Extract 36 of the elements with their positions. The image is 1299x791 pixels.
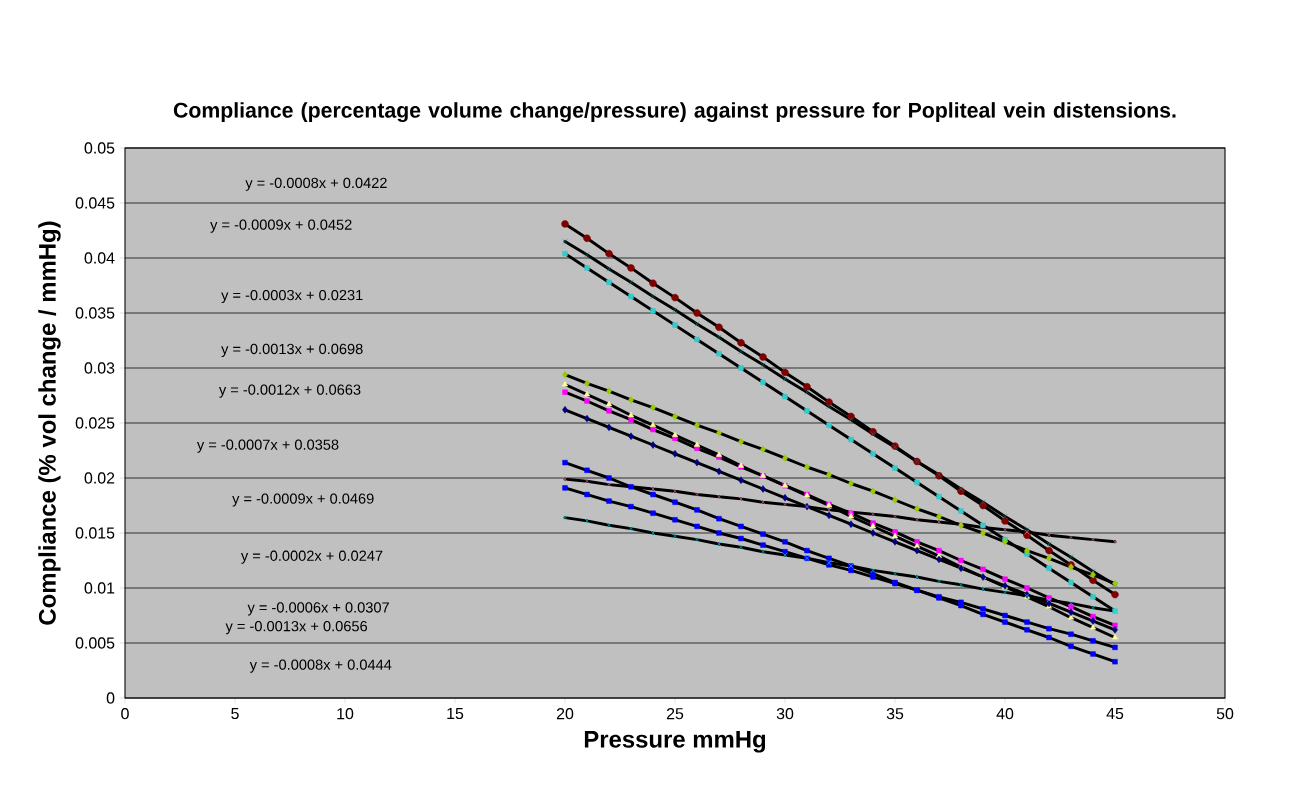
annotation: y = -0.0008x + 0.0422 xyxy=(245,177,387,191)
y-tick-label: 0.05 xyxy=(84,142,115,154)
x-tick-label: 10 xyxy=(337,708,354,720)
annotation: y = -0.0002x + 0.0247 xyxy=(240,550,383,564)
annotation: y = -0.0008x + 0.0444 xyxy=(249,659,392,673)
annotation: y = -0.0013x + 0.0698 xyxy=(221,343,363,358)
x-tick-label: 0 xyxy=(121,708,129,720)
y-tick-label: 0.005 xyxy=(75,637,115,649)
y-tick-label: 0.02 xyxy=(84,472,115,484)
annotation: y = -0.0013x + 0.0656 xyxy=(225,621,368,635)
y-tick-label: 0.03 xyxy=(84,362,115,374)
x-tick-label: 45 xyxy=(1106,708,1124,720)
annotation: y = -0.0007x + 0.0358 xyxy=(196,439,339,453)
chart-title: Compliance (percentage volume change/pressure) against pressure for Popliteal vein distensions. xyxy=(173,102,1176,123)
y-tick-label: 0.04 xyxy=(84,252,115,264)
annotation: y = -0.0009x + 0.0452 xyxy=(210,219,352,233)
x-tick-label: 5 xyxy=(231,708,239,720)
x-tick-label: 25 xyxy=(666,708,684,720)
x-tick-label: 35 xyxy=(886,708,904,720)
y-tick-label: 0.035 xyxy=(75,307,115,319)
x-tick-label: 20 xyxy=(556,708,574,720)
y-tick-label: 0.01 xyxy=(84,582,115,594)
x-axis-title: Pressure mmHg xyxy=(584,731,766,753)
x-tick-label: 30 xyxy=(776,708,794,720)
x-tick-label: 50 xyxy=(1216,708,1234,720)
x-tick-label: 15 xyxy=(447,708,464,720)
annotation: y = -0.0003x + 0.0231 xyxy=(221,289,363,304)
y-tick-label: 0.045 xyxy=(75,197,115,209)
y-axis-title: Compliance (% vol change / mmHg) xyxy=(38,221,61,625)
annotation: y = -0.0012x + 0.0663 xyxy=(218,384,361,398)
y-tick-label: 0 xyxy=(106,692,115,704)
annotation: y = -0.0009x + 0.0469 xyxy=(232,493,374,507)
y-tick-label: 0.015 xyxy=(75,527,115,539)
annotation: y = -0.0006x + 0.0307 xyxy=(247,602,389,616)
x-tick-label: 40 xyxy=(996,708,1014,720)
y-tick-label: 0.025 xyxy=(75,417,115,429)
